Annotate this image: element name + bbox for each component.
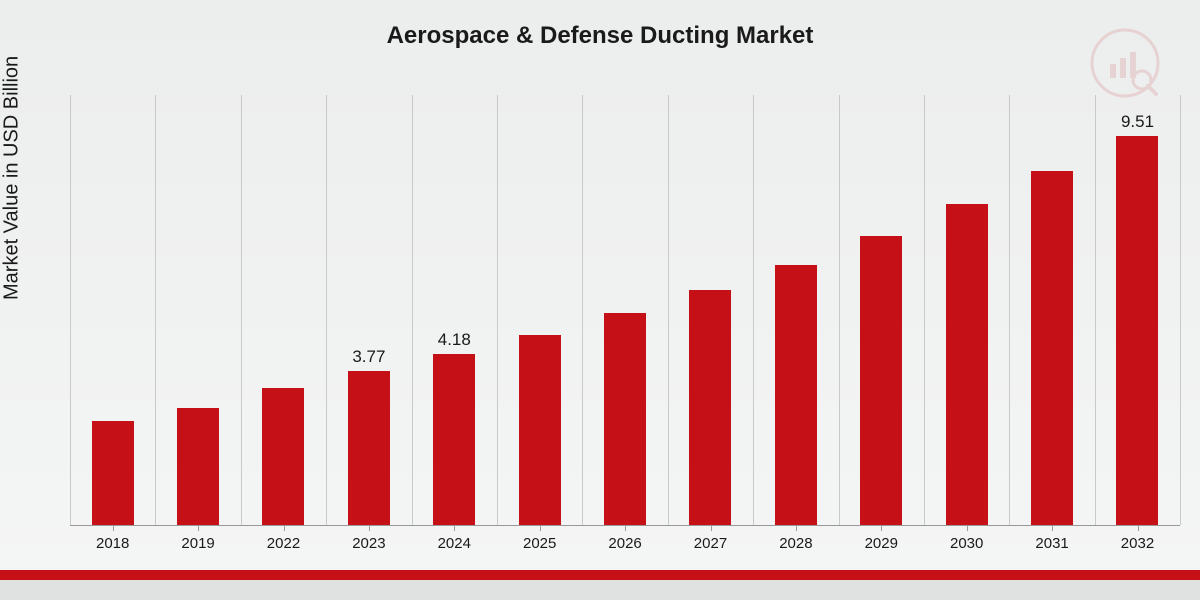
gridline <box>155 95 156 525</box>
bar-value-label: 4.18 <box>433 330 475 350</box>
gridline <box>582 95 583 525</box>
x-tick <box>796 525 797 531</box>
x-tick <box>711 525 712 531</box>
bar <box>262 388 304 525</box>
footer-red-band <box>0 570 1200 580</box>
x-axis-line <box>70 525 1180 526</box>
gridline <box>1095 95 1096 525</box>
column <box>241 95 326 525</box>
x-axis-label: 2030 <box>924 535 1009 552</box>
gridline <box>753 95 754 525</box>
gridline <box>70 95 71 525</box>
x-tick <box>881 525 882 531</box>
plot-area: 3.77 4.18 9.51 <box>70 95 1180 525</box>
x-axis-label: 2029 <box>839 535 924 552</box>
x-tick <box>369 525 370 531</box>
x-tick <box>1052 525 1053 531</box>
gridline <box>241 95 242 525</box>
column <box>924 95 1009 525</box>
gridline <box>497 95 498 525</box>
gridline <box>326 95 327 525</box>
x-axis-label: 2032 <box>1095 535 1180 552</box>
bar <box>860 236 902 525</box>
bar <box>519 335 561 525</box>
column <box>70 95 155 525</box>
column <box>497 95 582 525</box>
x-tick <box>284 525 285 531</box>
column <box>753 95 838 525</box>
x-axis-label: 2027 <box>668 535 753 552</box>
column <box>155 95 240 525</box>
x-tick <box>625 525 626 531</box>
x-axis-labels: 2018201920222023202420252026202720282029… <box>70 535 1180 559</box>
x-tick <box>113 525 114 531</box>
x-axis-label: 2023 <box>326 535 411 552</box>
chart-background: Aerospace & Defense Ducting Market Marke… <box>0 0 1200 570</box>
column: 3.77 <box>326 95 411 525</box>
chart-title: Aerospace & Defense Ducting Market <box>0 22 1200 50</box>
bar <box>604 313 646 525</box>
x-tick <box>454 525 455 531</box>
y-axis-label: Market Value in USD Billion <box>1 56 24 300</box>
bar <box>775 265 817 525</box>
bar-value-label: 3.77 <box>348 347 390 367</box>
footer-grey-band <box>0 580 1200 600</box>
column <box>582 95 667 525</box>
x-axis-label: 2026 <box>582 535 667 552</box>
x-tick <box>198 525 199 531</box>
bar: 3.77 <box>348 371 390 525</box>
gridline <box>839 95 840 525</box>
x-axis-label: 2018 <box>70 535 155 552</box>
watermark-logo <box>1090 28 1160 98</box>
x-axis-label: 2019 <box>155 535 240 552</box>
x-tick <box>540 525 541 531</box>
x-tick <box>967 525 968 531</box>
gridline <box>412 95 413 525</box>
gridline <box>1009 95 1010 525</box>
column <box>668 95 753 525</box>
bar <box>946 204 988 525</box>
bar: 4.18 <box>433 354 475 525</box>
bar <box>1031 171 1073 525</box>
x-axis-label: 2022 <box>241 535 326 552</box>
column <box>1009 95 1094 525</box>
bar <box>689 290 731 525</box>
x-tick <box>1138 525 1139 531</box>
x-axis-label: 2028 <box>753 535 838 552</box>
x-axis-label: 2031 <box>1009 535 1094 552</box>
bar-value-label: 9.51 <box>1116 112 1158 132</box>
column: 9.51 <box>1095 95 1180 525</box>
gridline <box>668 95 669 525</box>
column: 4.18 <box>412 95 497 525</box>
bar: 9.51 <box>1116 136 1158 525</box>
x-axis-label: 2025 <box>497 535 582 552</box>
column <box>839 95 924 525</box>
gridline <box>1180 95 1181 525</box>
bar <box>177 408 219 525</box>
bar <box>92 421 134 525</box>
x-axis-label: 2024 <box>412 535 497 552</box>
gridline <box>924 95 925 525</box>
